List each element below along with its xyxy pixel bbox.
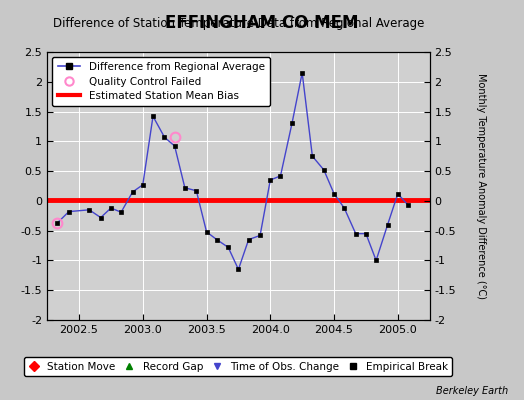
Y-axis label: Monthly Temperature Anomaly Difference (°C): Monthly Temperature Anomaly Difference (… [476, 73, 486, 299]
Legend: Station Move, Record Gap, Time of Obs. Change, Empirical Break: Station Move, Record Gap, Time of Obs. C… [25, 357, 452, 376]
Text: EFFINGHAM CO MEM: EFFINGHAM CO MEM [165, 14, 359, 32]
Title: Difference of Station Temperature Data from Regional Average: Difference of Station Temperature Data f… [53, 17, 424, 30]
Text: Berkeley Earth: Berkeley Earth [436, 386, 508, 396]
